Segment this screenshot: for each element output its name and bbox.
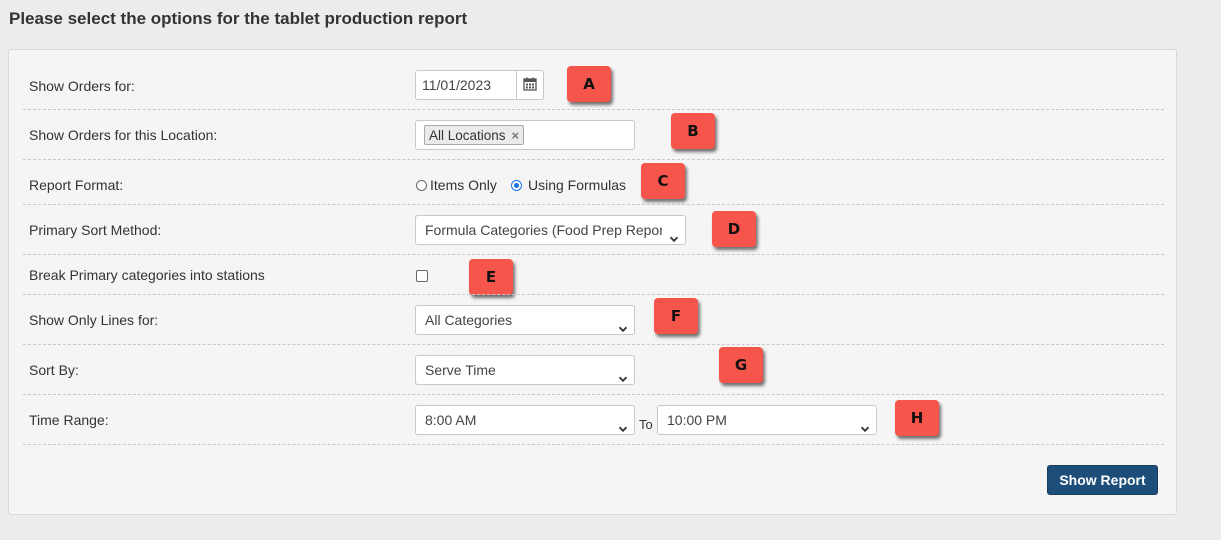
annotation-marker-b: B <box>671 113 715 149</box>
chevron-down-icon <box>618 415 628 434</box>
page-title: Please select the options for the tablet… <box>9 9 468 28</box>
time-range-end-select[interactable]: 10:00 PM <box>657 405 877 435</box>
chevron-down-icon <box>860 415 870 434</box>
annotation-marker-f: F <box>654 298 698 334</box>
chevron-down-icon <box>618 315 628 334</box>
show-only-lines-select[interactable]: All Categories <box>415 305 635 335</box>
time-range-start-select[interactable]: 8:00 AM <box>415 405 635 435</box>
sort-by-value: Serve Time <box>425 362 496 378</box>
location-multiselect[interactable]: All Locations × <box>415 120 635 150</box>
using-formulas-label: Using Formulas <box>528 177 627 193</box>
show-only-lines-value: All Categories <box>425 312 513 328</box>
row-divider <box>23 344 1164 345</box>
row-divider <box>23 109 1164 110</box>
time-range-start-value: 8:00 AM <box>425 412 477 428</box>
primary-sort-value: Formula Categories (Food Prep Report) <box>425 222 662 238</box>
row-divider <box>23 204 1164 205</box>
time-range-label: Time Range: <box>29 412 109 428</box>
items-only-radio[interactable] <box>416 180 427 191</box>
annotation-marker-d: D <box>712 211 756 247</box>
row-divider <box>23 394 1164 395</box>
row-divider <box>23 294 1164 295</box>
annotation-marker-h: H <box>895 400 939 436</box>
show-only-lines-label: Show Only Lines for: <box>29 312 159 328</box>
date-picker-button[interactable] <box>516 70 544 100</box>
row-divider <box>23 159 1164 160</box>
chevron-down-icon <box>669 225 679 244</box>
time-range-end-value: 10:00 PM <box>667 412 727 428</box>
primary-sort-select[interactable]: Formula Categories (Food Prep Report) <box>415 215 686 245</box>
annotation-marker-e: E <box>469 259 513 295</box>
location-chip: All Locations × <box>424 125 525 145</box>
primary-sort-label: Primary Sort Method: <box>29 222 162 238</box>
sort-by-label: Sort By: <box>29 362 79 378</box>
row-divider <box>23 254 1164 255</box>
sort-by-select[interactable]: Serve Time <box>415 355 635 385</box>
location-label: Show Orders for this Location: <box>29 127 218 143</box>
annotation-marker-g: G <box>719 347 763 383</box>
show-orders-for-label: Show Orders for: <box>29 78 135 94</box>
location-chip-label: All Locations <box>429 127 506 143</box>
annotation-marker-c: C <box>641 163 685 199</box>
time-range-to-label: To <box>639 417 653 432</box>
annotation-marker-a: A <box>567 66 611 102</box>
report-options-panel: Show Orders for: 11/01/2023 A Show Order… <box>8 49 1177 515</box>
break-primary-checkbox[interactable] <box>416 270 428 282</box>
order-date-input[interactable]: 11/01/2023 <box>415 70 517 100</box>
break-primary-label: Break Primary categories into stations <box>29 267 265 283</box>
chevron-down-icon <box>618 365 628 384</box>
show-report-button[interactable]: Show Report <box>1047 465 1158 495</box>
report-format-label: Report Format: <box>29 177 124 193</box>
using-formulas-radio[interactable] <box>511 180 522 191</box>
calendar-icon <box>523 77 537 94</box>
row-divider <box>23 444 1164 445</box>
close-icon[interactable]: × <box>511 127 520 143</box>
items-only-label: Items Only <box>430 177 497 193</box>
